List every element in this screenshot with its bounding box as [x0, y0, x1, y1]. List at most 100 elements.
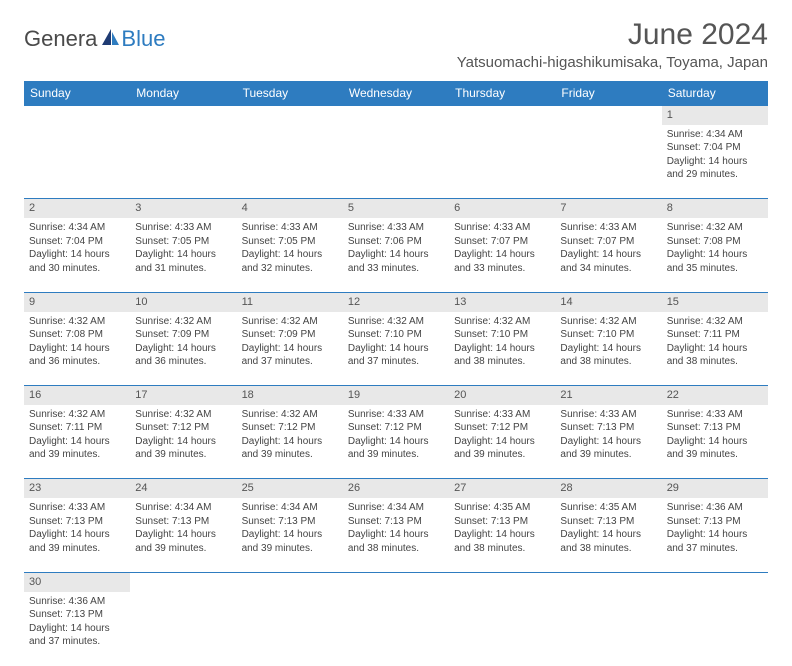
- day-cell: Sunrise: 4:33 AMSunset: 7:12 PMDaylight:…: [343, 405, 449, 479]
- location: Yatsuomachi-higashikumisaka, Toyama, Jap…: [457, 54, 768, 71]
- day-number: 14: [555, 292, 661, 311]
- day-number: 1: [662, 106, 768, 125]
- day-cell: Sunrise: 4:32 AMSunset: 7:08 PMDaylight:…: [24, 312, 130, 386]
- day-cell: [449, 125, 555, 199]
- day-cell: Sunrise: 4:32 AMSunset: 7:09 PMDaylight:…: [237, 312, 343, 386]
- weekday-header: Sunday: [24, 81, 130, 106]
- day-cell: [555, 592, 661, 666]
- weekday-header: Monday: [130, 81, 236, 106]
- day-number: [662, 572, 768, 591]
- content-row: Sunrise: 4:34 AMSunset: 7:04 PMDaylight:…: [24, 125, 768, 199]
- day-number: [449, 106, 555, 125]
- day-number: [343, 572, 449, 591]
- day-number: [555, 572, 661, 591]
- logo-text-2: Blue: [121, 26, 165, 52]
- day-number: 10: [130, 292, 236, 311]
- day-cell: [237, 125, 343, 199]
- logo-text-1: Genera: [24, 26, 97, 52]
- day-cell: [343, 592, 449, 666]
- day-number: 18: [237, 386, 343, 405]
- day-cell: Sunrise: 4:34 AMSunset: 7:13 PMDaylight:…: [343, 498, 449, 572]
- day-number: 20: [449, 386, 555, 405]
- day-number: 26: [343, 479, 449, 498]
- day-number: 28: [555, 479, 661, 498]
- day-number: [130, 106, 236, 125]
- day-cell: Sunrise: 4:32 AMSunset: 7:10 PMDaylight:…: [343, 312, 449, 386]
- daynum-row: 1: [24, 106, 768, 125]
- day-cell: [555, 125, 661, 199]
- day-cell: Sunrise: 4:33 AMSunset: 7:05 PMDaylight:…: [237, 218, 343, 292]
- day-cell: Sunrise: 4:32 AMSunset: 7:08 PMDaylight:…: [662, 218, 768, 292]
- day-number: 4: [237, 199, 343, 218]
- day-cell: Sunrise: 4:33 AMSunset: 7:07 PMDaylight:…: [555, 218, 661, 292]
- calendar-body: 1Sunrise: 4:34 AMSunset: 7:04 PMDaylight…: [24, 106, 768, 666]
- day-cell: [449, 592, 555, 666]
- day-number: 24: [130, 479, 236, 498]
- logo: Genera Blue: [24, 26, 165, 52]
- day-number: 15: [662, 292, 768, 311]
- day-cell: Sunrise: 4:33 AMSunset: 7:13 PMDaylight:…: [24, 498, 130, 572]
- weekday-header: Saturday: [662, 81, 768, 106]
- day-cell: [130, 592, 236, 666]
- day-number: 11: [237, 292, 343, 311]
- content-row: Sunrise: 4:36 AMSunset: 7:13 PMDaylight:…: [24, 592, 768, 666]
- day-cell: Sunrise: 4:32 AMSunset: 7:10 PMDaylight:…: [449, 312, 555, 386]
- day-number: 21: [555, 386, 661, 405]
- day-number: 16: [24, 386, 130, 405]
- day-cell: [662, 592, 768, 666]
- day-number: 13: [449, 292, 555, 311]
- day-number: 7: [555, 199, 661, 218]
- day-cell: Sunrise: 4:32 AMSunset: 7:11 PMDaylight:…: [662, 312, 768, 386]
- day-number: 9: [24, 292, 130, 311]
- day-cell: Sunrise: 4:36 AMSunset: 7:13 PMDaylight:…: [662, 498, 768, 572]
- day-number: [449, 572, 555, 591]
- day-number: 30: [24, 572, 130, 591]
- day-cell: Sunrise: 4:34 AMSunset: 7:13 PMDaylight:…: [130, 498, 236, 572]
- day-cell: Sunrise: 4:33 AMSunset: 7:06 PMDaylight:…: [343, 218, 449, 292]
- day-number: 12: [343, 292, 449, 311]
- day-number: 23: [24, 479, 130, 498]
- day-cell: Sunrise: 4:34 AMSunset: 7:04 PMDaylight:…: [24, 218, 130, 292]
- page-title: June 2024: [457, 18, 768, 52]
- day-cell: Sunrise: 4:34 AMSunset: 7:13 PMDaylight:…: [237, 498, 343, 572]
- day-cell: Sunrise: 4:32 AMSunset: 7:10 PMDaylight:…: [555, 312, 661, 386]
- day-cell: Sunrise: 4:32 AMSunset: 7:11 PMDaylight:…: [24, 405, 130, 479]
- day-number: [237, 106, 343, 125]
- day-cell: Sunrise: 4:33 AMSunset: 7:12 PMDaylight:…: [449, 405, 555, 479]
- day-number: 22: [662, 386, 768, 405]
- day-number: [237, 572, 343, 591]
- daynum-row: 9101112131415: [24, 292, 768, 311]
- day-cell: [130, 125, 236, 199]
- day-cell: Sunrise: 4:33 AMSunset: 7:13 PMDaylight:…: [555, 405, 661, 479]
- title-block: June 2024 Yatsuomachi-higashikumisaka, T…: [457, 18, 768, 71]
- header: Genera Blue June 2024 Yatsuomachi-higash…: [24, 18, 768, 71]
- daynum-row: 30: [24, 572, 768, 591]
- day-cell: Sunrise: 4:32 AMSunset: 7:12 PMDaylight:…: [237, 405, 343, 479]
- day-number: 2: [24, 199, 130, 218]
- day-cell: Sunrise: 4:33 AMSunset: 7:05 PMDaylight:…: [130, 218, 236, 292]
- day-number: [24, 106, 130, 125]
- content-row: Sunrise: 4:33 AMSunset: 7:13 PMDaylight:…: [24, 498, 768, 572]
- day-number: 3: [130, 199, 236, 218]
- day-cell: [343, 125, 449, 199]
- weekday-header: Wednesday: [343, 81, 449, 106]
- weekday-header: Thursday: [449, 81, 555, 106]
- day-number: 27: [449, 479, 555, 498]
- day-number: 29: [662, 479, 768, 498]
- day-number: [555, 106, 661, 125]
- day-cell: Sunrise: 4:35 AMSunset: 7:13 PMDaylight:…: [555, 498, 661, 572]
- day-number: 17: [130, 386, 236, 405]
- day-cell: Sunrise: 4:33 AMSunset: 7:07 PMDaylight:…: [449, 218, 555, 292]
- weekday-header: Tuesday: [237, 81, 343, 106]
- day-number: 5: [343, 199, 449, 218]
- content-row: Sunrise: 4:34 AMSunset: 7:04 PMDaylight:…: [24, 218, 768, 292]
- day-cell: Sunrise: 4:35 AMSunset: 7:13 PMDaylight:…: [449, 498, 555, 572]
- day-cell: Sunrise: 4:34 AMSunset: 7:04 PMDaylight:…: [662, 125, 768, 199]
- content-row: Sunrise: 4:32 AMSunset: 7:11 PMDaylight:…: [24, 405, 768, 479]
- day-cell: Sunrise: 4:36 AMSunset: 7:13 PMDaylight:…: [24, 592, 130, 666]
- day-number: [130, 572, 236, 591]
- day-cell: [237, 592, 343, 666]
- day-number: 8: [662, 199, 768, 218]
- content-row: Sunrise: 4:32 AMSunset: 7:08 PMDaylight:…: [24, 312, 768, 386]
- daynum-row: 23242526272829: [24, 479, 768, 498]
